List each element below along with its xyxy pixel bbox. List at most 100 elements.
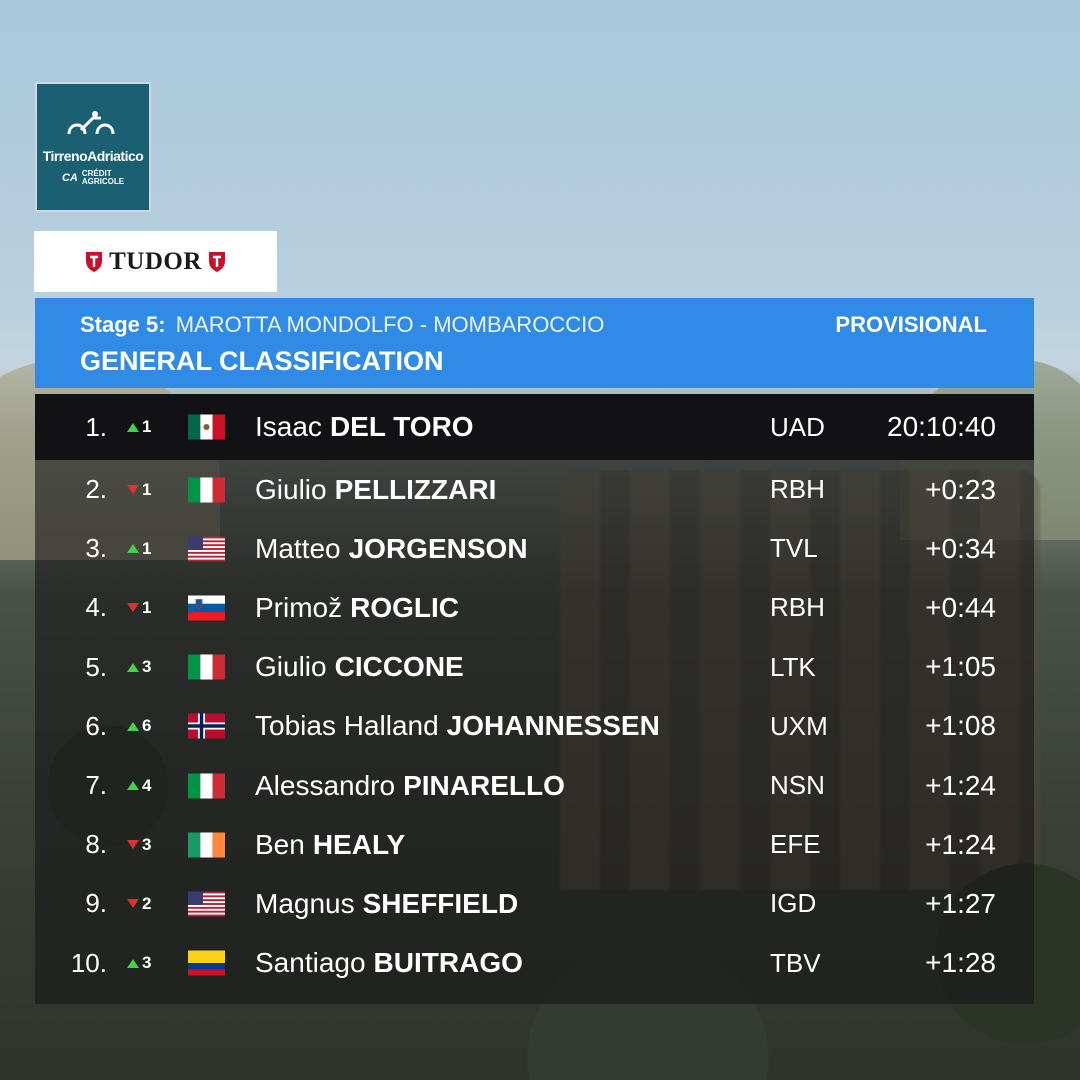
rider-name: Giulio CICCONE: [255, 638, 464, 697]
time-gap: +1:08: [925, 710, 996, 742]
position-change: 3: [127, 815, 151, 874]
team-code: NSN: [770, 770, 825, 801]
arrow-up-icon: [127, 422, 139, 432]
sponsor-line-2: AGRICOLE: [81, 177, 125, 186]
team-code: IGD: [770, 888, 817, 919]
rider-first-name: Matteo: [255, 532, 341, 564]
change-value: 1: [142, 597, 152, 617]
arrow-up-icon: [127, 544, 139, 554]
time-gap: +1:27: [925, 887, 996, 919]
sponsor-line-1: CRÉDIT: [81, 169, 112, 178]
arrow-down-icon: [127, 840, 139, 850]
credit-agricole-mark: CA: [61, 172, 78, 184]
arrow-up-icon: [127, 662, 139, 672]
race-sponsor: CA CRÉDIT AGRICOLE: [62, 170, 124, 186]
team-code: RBH: [770, 474, 825, 505]
position: 6.: [85, 710, 107, 741]
rider-name: Giulio PELLIZZARI: [255, 460, 496, 519]
rider-name: Tobias Halland JOHANNESSEN: [255, 697, 660, 756]
rider-last-name: HEALY: [312, 828, 406, 860]
rider-first-name: Isaac: [255, 411, 322, 442]
time-gap: +1:05: [925, 651, 996, 683]
position-change: 1: [127, 519, 151, 578]
rider-name: Isaac DEL TORO: [255, 394, 474, 460]
position: 3.: [85, 533, 107, 564]
position-change: 2: [127, 874, 151, 933]
shield-icon: [208, 251, 225, 272]
rider-last-name: JORGENSON: [348, 532, 528, 564]
arrow-down-icon: [127, 485, 139, 495]
table-row: 9. 2 Magnus SHEFFIELD IGD +1:27: [35, 874, 1034, 933]
time-gap: +0:23: [925, 473, 996, 505]
flag-ireland-icon: [188, 832, 225, 858]
rider-last-name: PINARELLO: [403, 769, 565, 801]
change-value: 3: [142, 657, 152, 677]
rider-last-name: BUITRAGO: [373, 947, 523, 979]
rider-last-name: DEL TORO: [329, 411, 474, 442]
race-name: TirrenoAdriatico: [42, 148, 144, 164]
flag-norway-icon: [188, 713, 225, 739]
rider-first-name: Santiago: [255, 947, 366, 979]
rider-last-name: JOHANNESSEN: [446, 710, 660, 742]
change-value: 1: [142, 417, 152, 436]
rider-first-name: Ben: [255, 828, 305, 860]
table-row: 10. 3 Santiago BUITRAGO TBV +1:28: [35, 934, 1034, 993]
position: 7.: [85, 770, 107, 801]
change-value: 3: [142, 834, 152, 854]
rider-first-name: Magnus: [255, 887, 355, 919]
rider-first-name: Giulio: [255, 473, 327, 505]
shield-icon: [86, 251, 103, 272]
rider-name: Primož ROGLIC: [255, 578, 459, 637]
position-change: 6: [127, 697, 151, 756]
time-gap: +0:34: [925, 532, 996, 564]
change-value: 1: [142, 538, 152, 558]
position: 2.: [85, 474, 107, 505]
arrow-up-icon: [127, 721, 139, 731]
position: 9.: [85, 888, 107, 919]
status-label: PROVISIONAL: [835, 312, 987, 337]
team-code: TBV: [770, 947, 821, 978]
table-row: 8. 3 Ben HEALY EFE +1:24: [35, 815, 1034, 874]
team-code: EFE: [770, 829, 821, 860]
position-change: 1: [127, 578, 151, 637]
position-change: 3: [127, 934, 151, 993]
team-code: UAD: [770, 411, 825, 442]
classification-header: Stage 5: MAROTTA MONDOLFO - MOMBAROCCIO …: [35, 298, 1034, 388]
flag-colombia-icon: [188, 950, 225, 976]
cyclist-icon: [67, 111, 115, 135]
table-row: 2. 1 Giulio PELLIZZARI RBH +0:23: [35, 460, 1034, 519]
rider-last-name: SHEFFIELD: [362, 887, 519, 919]
rider-name: Matteo JORGENSON: [255, 519, 528, 578]
sponsor-name: TUDOR: [109, 247, 202, 275]
flag-italy-icon: [188, 477, 225, 503]
position-change: 3: [127, 638, 151, 697]
position: 1.: [85, 411, 107, 442]
table-row: 6. 6 Tobias Halland JOHANNESSEN UXM +1:08: [35, 697, 1034, 756]
change-value: 2: [142, 893, 152, 913]
arrow-down-icon: [127, 899, 139, 909]
rider-last-name: CICCONE: [334, 651, 464, 683]
arrow-up-icon: [127, 958, 139, 968]
time-gap: +1:24: [925, 769, 996, 801]
rider-name: Ben HEALY: [255, 815, 405, 874]
flag-slovenia-icon: [188, 595, 225, 621]
change-value: 1: [142, 479, 152, 499]
time-gap: 20:10:40: [887, 411, 996, 442]
table-row: 5. 3 Giulio CICCONE LTK +1:05: [35, 638, 1034, 697]
time-gap: +0:44: [925, 591, 996, 623]
team-code: TVL: [770, 533, 818, 564]
change-value: 4: [142, 775, 152, 795]
table-row: 3. 1 Matteo JORGENSON TVL +0:34: [35, 519, 1034, 578]
rider-name: Magnus SHEFFIELD: [255, 874, 518, 933]
stage-route: MAROTTA MONDOLFO - MOMBAROCCIO: [175, 312, 605, 337]
position: 8.: [85, 829, 107, 860]
flag-usa-icon: [188, 891, 225, 917]
position: 5.: [85, 651, 107, 682]
rider-first-name: Tobias Halland: [255, 710, 439, 742]
arrow-up-icon: [127, 781, 139, 791]
race-logo: TirrenoAdriatico CA CRÉDIT AGRICOLE: [35, 82, 151, 212]
table-row: 4. 1 Primož ROGLIC RBH +0:44: [35, 578, 1034, 637]
time-gap: +1:28: [925, 947, 996, 979]
flag-italy-icon: [188, 654, 225, 680]
rider-name: Santiago BUITRAGO: [255, 934, 523, 993]
